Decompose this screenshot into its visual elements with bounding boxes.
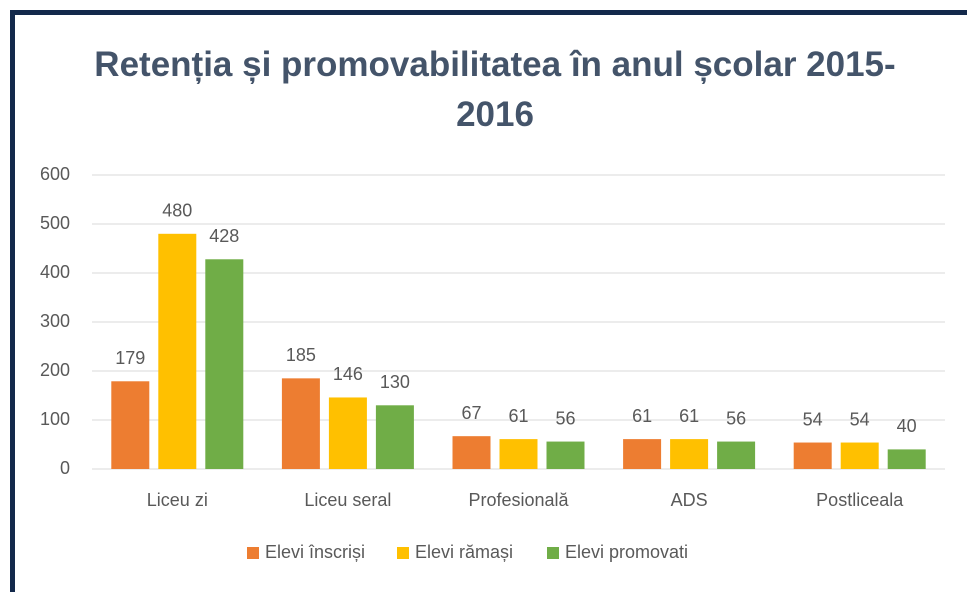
legend-label: Elevi promovati [565,542,688,562]
bar [111,381,150,469]
bar [670,439,709,469]
x-tick-label: Postliceala [816,490,904,510]
legend-swatch [247,547,259,559]
bar [452,436,491,469]
bar [546,441,585,469]
data-label: 61 [508,406,528,426]
data-label: 54 [803,409,823,429]
x-tick-label: Liceu zi [147,490,208,510]
bar [840,442,879,469]
x-tick-label: ADS [671,490,708,510]
bar [205,259,244,469]
bar [623,439,662,469]
chart-title: Retenția și promovabilitatea în anul șco… [94,45,896,134]
data-label: 179 [115,348,145,368]
legend-label: Elevi înscriși [265,542,365,562]
frame [10,10,967,592]
bar [887,449,926,469]
bar [375,405,414,469]
data-label: 185 [286,345,316,365]
bar [281,378,320,469]
y-tick-label: 600 [40,164,70,184]
data-label: 56 [726,408,746,428]
y-tick-label: 200 [40,360,70,380]
x-tick-label: Liceu seral [304,490,391,510]
data-label: 428 [209,226,239,246]
y-tick-label: 100 [40,409,70,429]
bar [793,442,832,469]
data-label: 130 [380,372,410,392]
data-label: 56 [555,408,575,428]
bar [158,233,197,469]
data-label: 61 [632,406,652,426]
data-label: 40 [897,416,917,436]
y-tick-label: 300 [40,311,70,331]
legend-label: Elevi rămași [415,542,513,562]
data-label: 67 [461,403,481,423]
bar [328,397,367,469]
bar [499,439,538,469]
data-label: 61 [679,406,699,426]
y-tick-label: 0 [60,458,70,478]
bar [717,441,756,469]
data-label: 146 [333,364,363,384]
x-tick-label: Profesională [468,490,569,510]
legend-swatch [547,547,559,559]
data-label: 480 [162,201,192,221]
y-tick-label: 400 [40,262,70,282]
data-label: 54 [850,409,870,429]
y-tick-label: 500 [40,213,70,233]
legend-swatch [397,547,409,559]
